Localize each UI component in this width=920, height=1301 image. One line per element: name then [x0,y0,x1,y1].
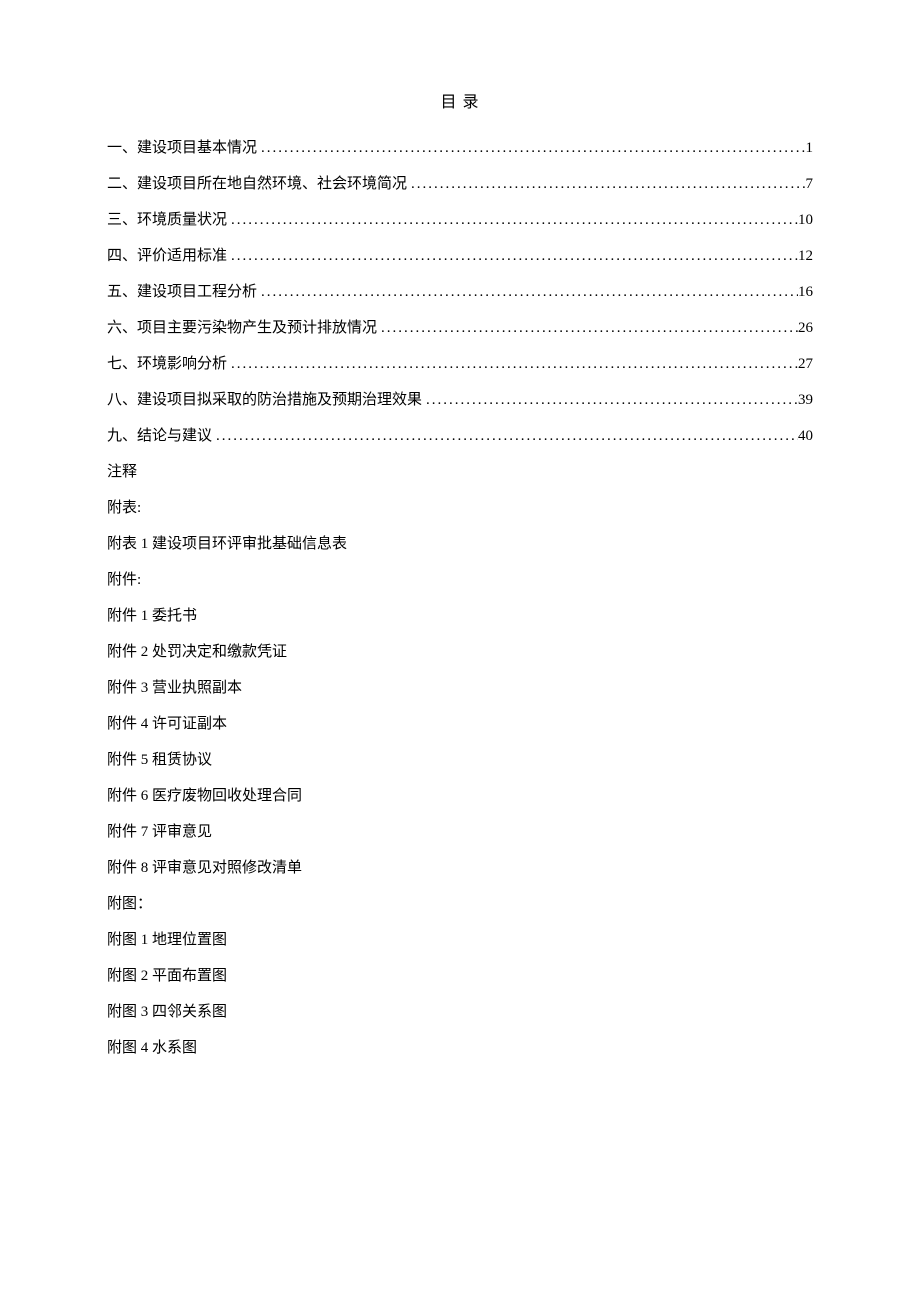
appendix-line: 附件 6 医疗废物回收处理合同 [107,778,813,814]
appendix-line: 附图 2 平面布置图 [107,958,813,994]
appendix-line: 附件 7 评审意见 [107,814,813,850]
toc-entry: 二、建设项目所在地自然环境、社会环境简况 7 [107,166,813,202]
toc-entry: 六、项目主要污染物产生及预计排放情况 26 [107,310,813,346]
toc-section: 一、建设项目基本情况 1 二、建设项目所在地自然环境、社会环境简况 7 三、环境… [107,130,813,454]
appendix-line: 附表: [107,490,813,526]
toc-dots [257,274,798,310]
toc-page: 12 [798,238,813,274]
toc-page: 26 [798,310,813,346]
toc-page: 40 [798,418,813,454]
toc-dots [227,202,798,238]
toc-dots [227,346,798,382]
appendix-line: 附件 1 委托书 [107,598,813,634]
appendix-line: 附件 3 营业执照副本 [107,670,813,706]
toc-label: 七、环境影响分析 [107,346,227,382]
toc-dots [227,238,798,274]
toc-entry: 一、建设项目基本情况 1 [107,130,813,166]
toc-label: 九、结论与建议 [107,418,212,454]
toc-dots [377,310,798,346]
toc-entry: 八、建设项目拟采取的防治措施及预期治理效果 39 [107,382,813,418]
toc-label: 二、建设项目所在地自然环境、社会环境简况 [107,166,407,202]
appendix-line: 附表 1 建设项目环评审批基础信息表 [107,526,813,562]
appendix-line: 附件 5 租赁协议 [107,742,813,778]
appendix-line: 附图 3 四邻关系图 [107,994,813,1030]
toc-dots [407,166,805,202]
appendix-line: 附图 1 地理位置图 [107,922,813,958]
toc-dots [257,130,805,166]
appendix-section: 注释 附表: 附表 1 建设项目环评审批基础信息表 附件: 附件 1 委托书 附… [107,454,813,1066]
toc-label: 五、建设项目工程分析 [107,274,257,310]
toc-page: 1 [806,130,814,166]
appendix-line: 附件 8 评审意见对照修改清单 [107,850,813,886]
toc-entry: 七、环境影响分析 27 [107,346,813,382]
appendix-line: 附件 2 处罚决定和缴款凭证 [107,634,813,670]
appendix-line: 附图： [107,886,813,922]
toc-entry: 四、评价适用标准 12 [107,238,813,274]
page-title: 目 录 [107,88,813,112]
toc-entry: 九、结论与建议 40 [107,418,813,454]
toc-page: 10 [798,202,813,238]
appendix-line: 附件: [107,562,813,598]
toc-entry: 五、建设项目工程分析 16 [107,274,813,310]
toc-label: 四、评价适用标准 [107,238,227,274]
appendix-line: 附图 4 水系图 [107,1030,813,1066]
toc-dots [422,382,798,418]
toc-page: 7 [806,166,814,202]
toc-dots [212,418,798,454]
toc-label: 六、项目主要污染物产生及预计排放情况 [107,310,377,346]
toc-label: 三、环境质量状况 [107,202,227,238]
toc-entry: 三、环境质量状况 10 [107,202,813,238]
toc-page: 16 [798,274,813,310]
toc-label: 一、建设项目基本情况 [107,130,257,166]
toc-page: 27 [798,346,813,382]
appendix-line: 附件 4 许可证副本 [107,706,813,742]
toc-label: 八、建设项目拟采取的防治措施及预期治理效果 [107,382,422,418]
appendix-line: 注释 [107,454,813,490]
toc-page: 39 [798,382,813,418]
